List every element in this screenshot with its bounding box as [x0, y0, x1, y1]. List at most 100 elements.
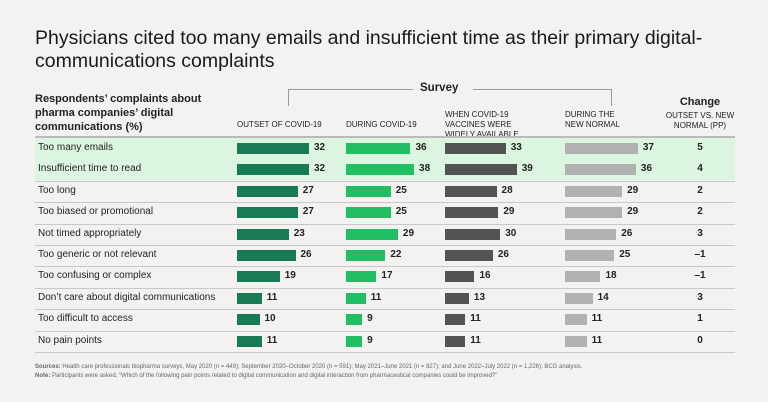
row-label: Not timed appropriately: [38, 227, 142, 239]
table-row: No pain points 11 9 11 11 0: [35, 331, 735, 352]
row-label: Insufficient time to read: [38, 163, 142, 175]
bar: [565, 314, 587, 326]
data-label: 27: [302, 184, 314, 196]
data-label: 11: [470, 313, 481, 325]
table-row: Too long 27 25 28 29 2: [35, 181, 735, 202]
table-row: Insufficient time to read 32 38 39 36 4: [35, 159, 735, 181]
data-label: 16: [479, 270, 491, 282]
data-label: 32: [314, 163, 326, 175]
data-label: 37: [642, 142, 654, 153]
row-label: Don’t care about digital communications: [38, 291, 216, 303]
data-label: 33: [510, 142, 522, 153]
bar: [565, 185, 623, 197]
bar: [565, 207, 623, 219]
data-label: 11: [591, 313, 603, 325]
data-label: 25: [395, 184, 407, 196]
data-label: 10: [264, 313, 276, 325]
bar: [237, 207, 298, 219]
data-label: 9: [367, 334, 373, 346]
change-value: 2: [697, 206, 703, 218]
survey-label: Survey: [420, 82, 459, 94]
bar: [237, 228, 289, 240]
bar: [565, 143, 638, 154]
data-label: 28: [501, 184, 513, 196]
table-row: Too many emails 32 36 33 37 5: [35, 138, 735, 159]
bar: [346, 250, 386, 261]
bar: [237, 314, 260, 326]
bar: [445, 271, 475, 283]
bar: [445, 250, 493, 261]
bar: [445, 207, 499, 219]
row-label: Too biased or promotional: [38, 206, 154, 218]
data-label: 26: [621, 227, 633, 239]
table-row: Too confusing or complex 19 17 16 18 –1: [35, 266, 735, 287]
change-value: 1: [697, 313, 703, 325]
data-label: 9: [367, 313, 373, 325]
data-label: 11: [470, 334, 481, 346]
change-value: 2: [697, 184, 703, 196]
bar: [565, 250, 615, 261]
bar: [346, 292, 366, 304]
bar: [346, 185, 391, 197]
data-label: 29: [627, 206, 639, 218]
change-value: 0: [697, 334, 703, 346]
bar: [237, 271, 280, 283]
change-value: –1: [694, 249, 706, 260]
table-row: Too generic or not relevant 26 22 26 25 –1: [35, 245, 735, 266]
bar: [237, 143, 309, 154]
bar: [346, 143, 411, 154]
change-title: Change: [679, 96, 721, 108]
data-label: 38: [419, 163, 431, 175]
change-value: 3: [697, 227, 703, 239]
bar: [346, 164, 415, 176]
data-label: 11: [266, 334, 278, 346]
bar: [445, 228, 501, 240]
change-subtitle: OUTSET VS. NEW NORMAL (PP): [665, 111, 735, 130]
bar: [445, 143, 506, 154]
data-label: 29: [402, 227, 415, 239]
bar: [445, 314, 466, 326]
table-row: Not timed appropriately 23 29 30 26 3: [35, 224, 735, 245]
bar: [346, 271, 377, 283]
row-label: Too difficult to access: [38, 313, 133, 325]
bar: [346, 314, 363, 326]
data-label: 14: [597, 291, 609, 303]
data-label: 39: [521, 163, 533, 175]
data-label: 23: [293, 227, 305, 239]
data-label: 26: [497, 249, 509, 260]
col-header-new-normal: DURING THE NEW NORMAL: [565, 110, 621, 129]
row-label: Too generic or not relevant: [38, 249, 157, 260]
bar: [237, 185, 298, 197]
bar: [237, 250, 296, 261]
data-label: 26: [300, 249, 312, 260]
data-label: 13: [473, 291, 486, 303]
data-label: 17: [381, 270, 393, 282]
bar: [445, 335, 466, 347]
row-label: Too confusing or complex: [38, 270, 152, 282]
data-label: 29: [503, 206, 515, 218]
bar: [565, 335, 587, 347]
bar: [565, 292, 593, 304]
bar: [445, 185, 497, 197]
data-label: 25: [395, 206, 407, 218]
change-value: –1: [694, 270, 706, 282]
data-label: 25: [619, 249, 631, 260]
note: Note: Participants were asked, “Which of…: [35, 373, 498, 379]
data-label: 18: [605, 270, 617, 282]
table-row: Don’t care about digital communications 1…: [35, 288, 735, 309]
data-label: 19: [284, 270, 296, 282]
table-row: Too difficult to access 10 9 11 11 1: [35, 309, 735, 330]
bar: [565, 271, 601, 283]
bar: [445, 164, 517, 176]
footer: Sources: Health care professionals bioph…: [35, 363, 582, 381]
data-label: 11: [370, 291, 382, 303]
data-label: 32: [314, 142, 326, 153]
row-label: No pain points: [38, 334, 102, 346]
chart-title: Physicians cited too many emails and ins…: [35, 27, 703, 72]
data-label: 11: [591, 334, 603, 346]
change-value: 4: [697, 163, 703, 175]
data-label: 36: [415, 142, 427, 153]
col-header-during: DURING COVID-19: [346, 120, 417, 129]
data-label: 36: [640, 163, 653, 175]
